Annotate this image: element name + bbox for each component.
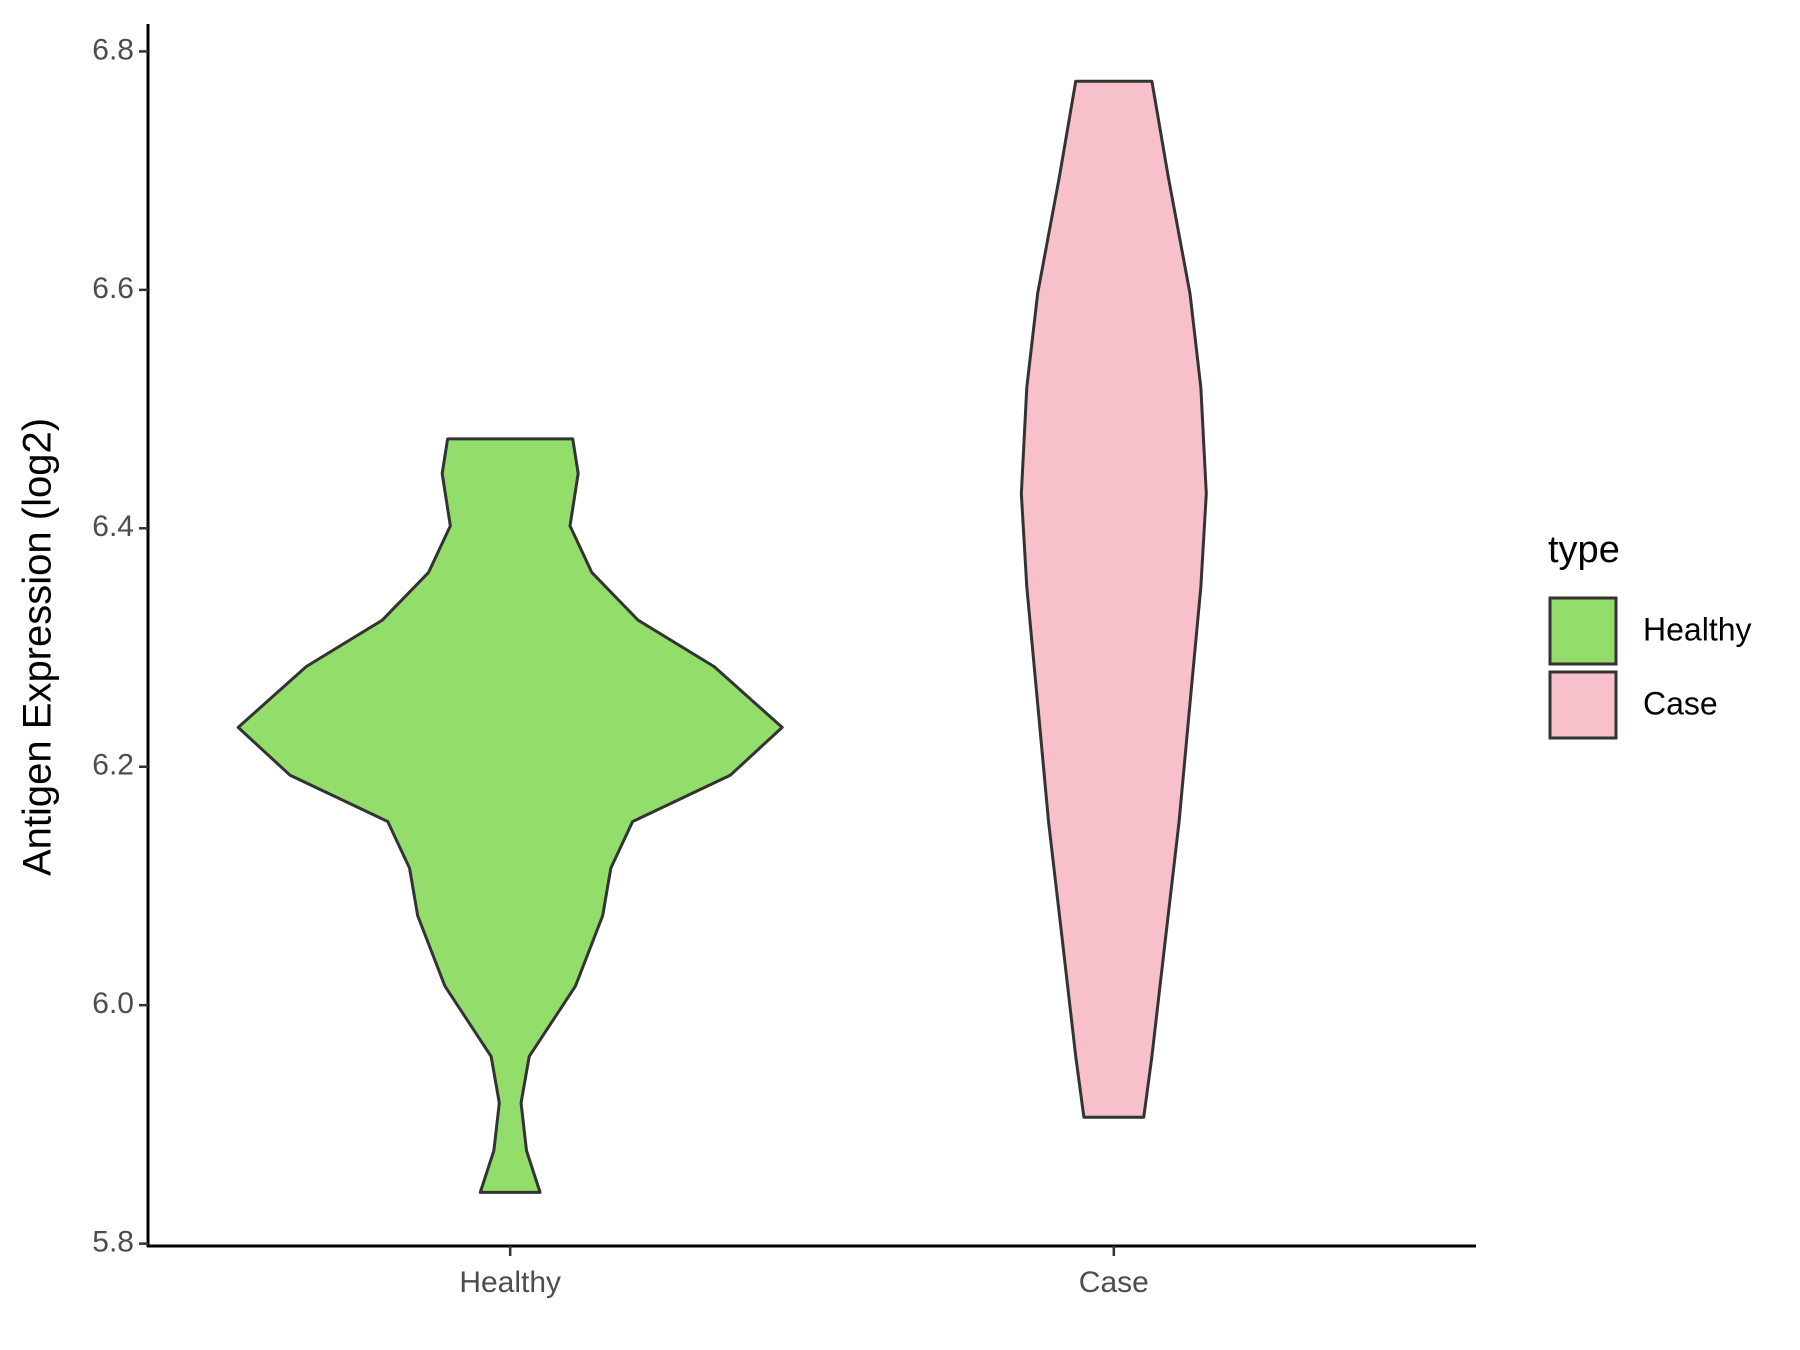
legend-key xyxy=(1548,670,1618,740)
legend-key xyxy=(1548,596,1618,666)
legend-label: Case xyxy=(1643,685,1718,721)
violin xyxy=(236,437,784,1194)
y-tick-label: 6.8 xyxy=(92,33,134,66)
y-tick-label: 6.6 xyxy=(92,272,134,305)
y-tick-label: 6.0 xyxy=(92,987,134,1020)
y-tick-label: 6.2 xyxy=(92,749,134,782)
legend-label: Healthy xyxy=(1643,611,1752,647)
y-tick-label: 5.8 xyxy=(92,1226,134,1259)
x-tick-label: Healthy xyxy=(459,1266,561,1299)
violin xyxy=(1019,79,1208,1119)
y-axis-title: Antigen Expression (log2) xyxy=(16,418,60,876)
legend-title: type xyxy=(1548,529,1620,571)
x-tick-label: Case xyxy=(1079,1266,1149,1299)
y-tick-label: 6.4 xyxy=(92,510,134,543)
